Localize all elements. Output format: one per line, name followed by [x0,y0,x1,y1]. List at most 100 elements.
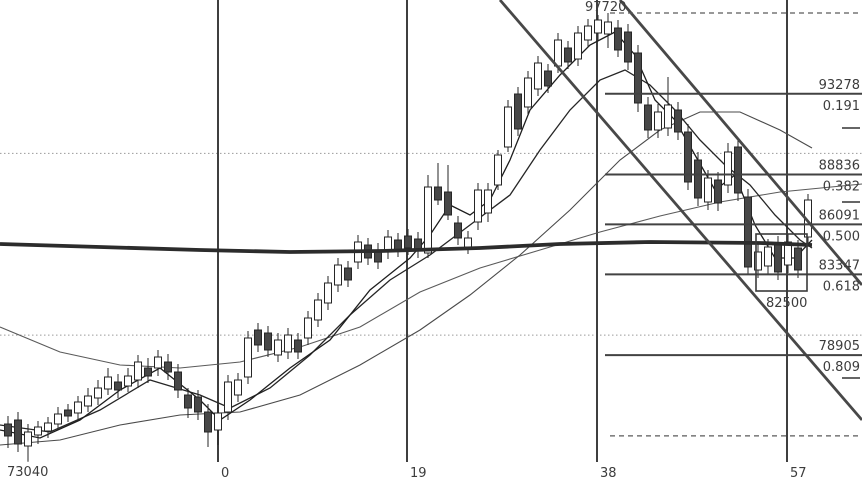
candle-body [474,189,482,223]
candle-down [564,41,572,69]
candle-down [394,233,402,257]
candle-down [454,216,462,245]
drawn-rectangle[interactable] [755,233,808,292]
candle-body [644,104,652,131]
candle-body [614,27,622,51]
candle-body [664,104,672,129]
candle-down [614,20,622,57]
candle-body [704,177,712,203]
candle-body [334,264,342,286]
candle-body [104,376,112,390]
candle-body [154,356,162,369]
candle-body [514,93,522,130]
candle-down [514,87,522,136]
candle-body [794,247,802,271]
candle-body [434,186,442,201]
candle-body [344,267,352,281]
candle-body [404,235,412,249]
x-axis-label-57: 57 [790,466,807,480]
candle-body [464,237,472,248]
candle-body [534,62,542,90]
peak-price-label: 97720 [585,0,626,15]
candle-up [74,396,82,420]
candle-body [524,77,532,108]
x-axis-label-38: 38 [600,466,617,480]
candle-up [504,100,512,152]
candle-body [604,21,612,35]
candle-down [644,97,652,138]
left-low-price-label: 73040 [7,465,48,480]
candle-up [724,143,732,193]
candle-body [484,189,492,214]
x-axis-label-19: 19 [410,466,427,480]
candle-up [34,421,42,444]
candle-down [734,139,742,201]
candle-up [334,258,342,292]
candle-body [554,39,562,67]
candle-down [444,165,452,220]
candle-down [264,326,272,357]
candle-up [214,405,222,445]
fib-price-label-88836: 88836 [819,159,860,174]
candle-up [574,26,582,66]
candle-body [714,179,722,204]
candle-body [134,361,142,381]
candle-body [264,332,272,351]
candle-up [124,368,132,392]
candle-body [284,334,292,353]
candle-body [174,371,182,391]
candle-body [674,109,682,133]
candle-body [294,339,302,353]
fib-price-label-86091: 86091 [819,208,860,223]
candle-down [714,172,722,211]
fib-ratio-label-0.191: 0.191 [823,99,860,114]
candle-up [524,71,532,114]
candle-body [54,413,62,425]
candle-down [144,358,152,383]
candle-body [4,423,12,437]
candle-body [784,241,792,266]
candle-body [274,339,282,356]
fib-ratio-label-0.809: 0.809 [823,360,860,375]
candle-body [754,251,762,271]
fib-ratio-label-0.618: 0.618 [823,279,860,294]
candle-body [114,381,122,391]
candle-up [244,331,252,384]
candle-down [114,374,122,398]
candle-body [564,47,572,63]
candle-down [204,404,212,447]
candle-up [104,368,112,395]
candle-body [734,146,742,194]
candle-up [224,375,232,420]
candle-body [634,52,642,104]
candle-down [14,412,22,452]
box-price-label: 82500 [766,296,807,311]
candle-up [464,231,472,254]
candle-up [424,175,432,258]
candle-up [234,373,242,402]
candle-body [184,394,192,409]
fib-ratio-label-0.382: 0.382 [823,180,860,195]
candle-up [474,183,482,230]
candle-up [314,293,322,327]
candle-up [284,328,292,359]
candle-up [24,424,32,462]
candle-body [44,422,52,432]
candle-up [584,19,592,47]
candle-down [414,232,422,258]
candle-down [254,323,262,352]
candle-body [234,379,242,396]
candle-body [94,387,102,399]
candle-body [454,222,462,239]
candle-up [664,77,672,136]
candle-body [774,243,782,273]
candle-up [134,355,142,388]
candle-body [654,111,662,131]
candle-body [204,411,212,433]
candle-body [324,282,332,304]
candle-down [744,189,752,275]
candle-down [184,388,192,418]
candle-body [84,395,92,407]
